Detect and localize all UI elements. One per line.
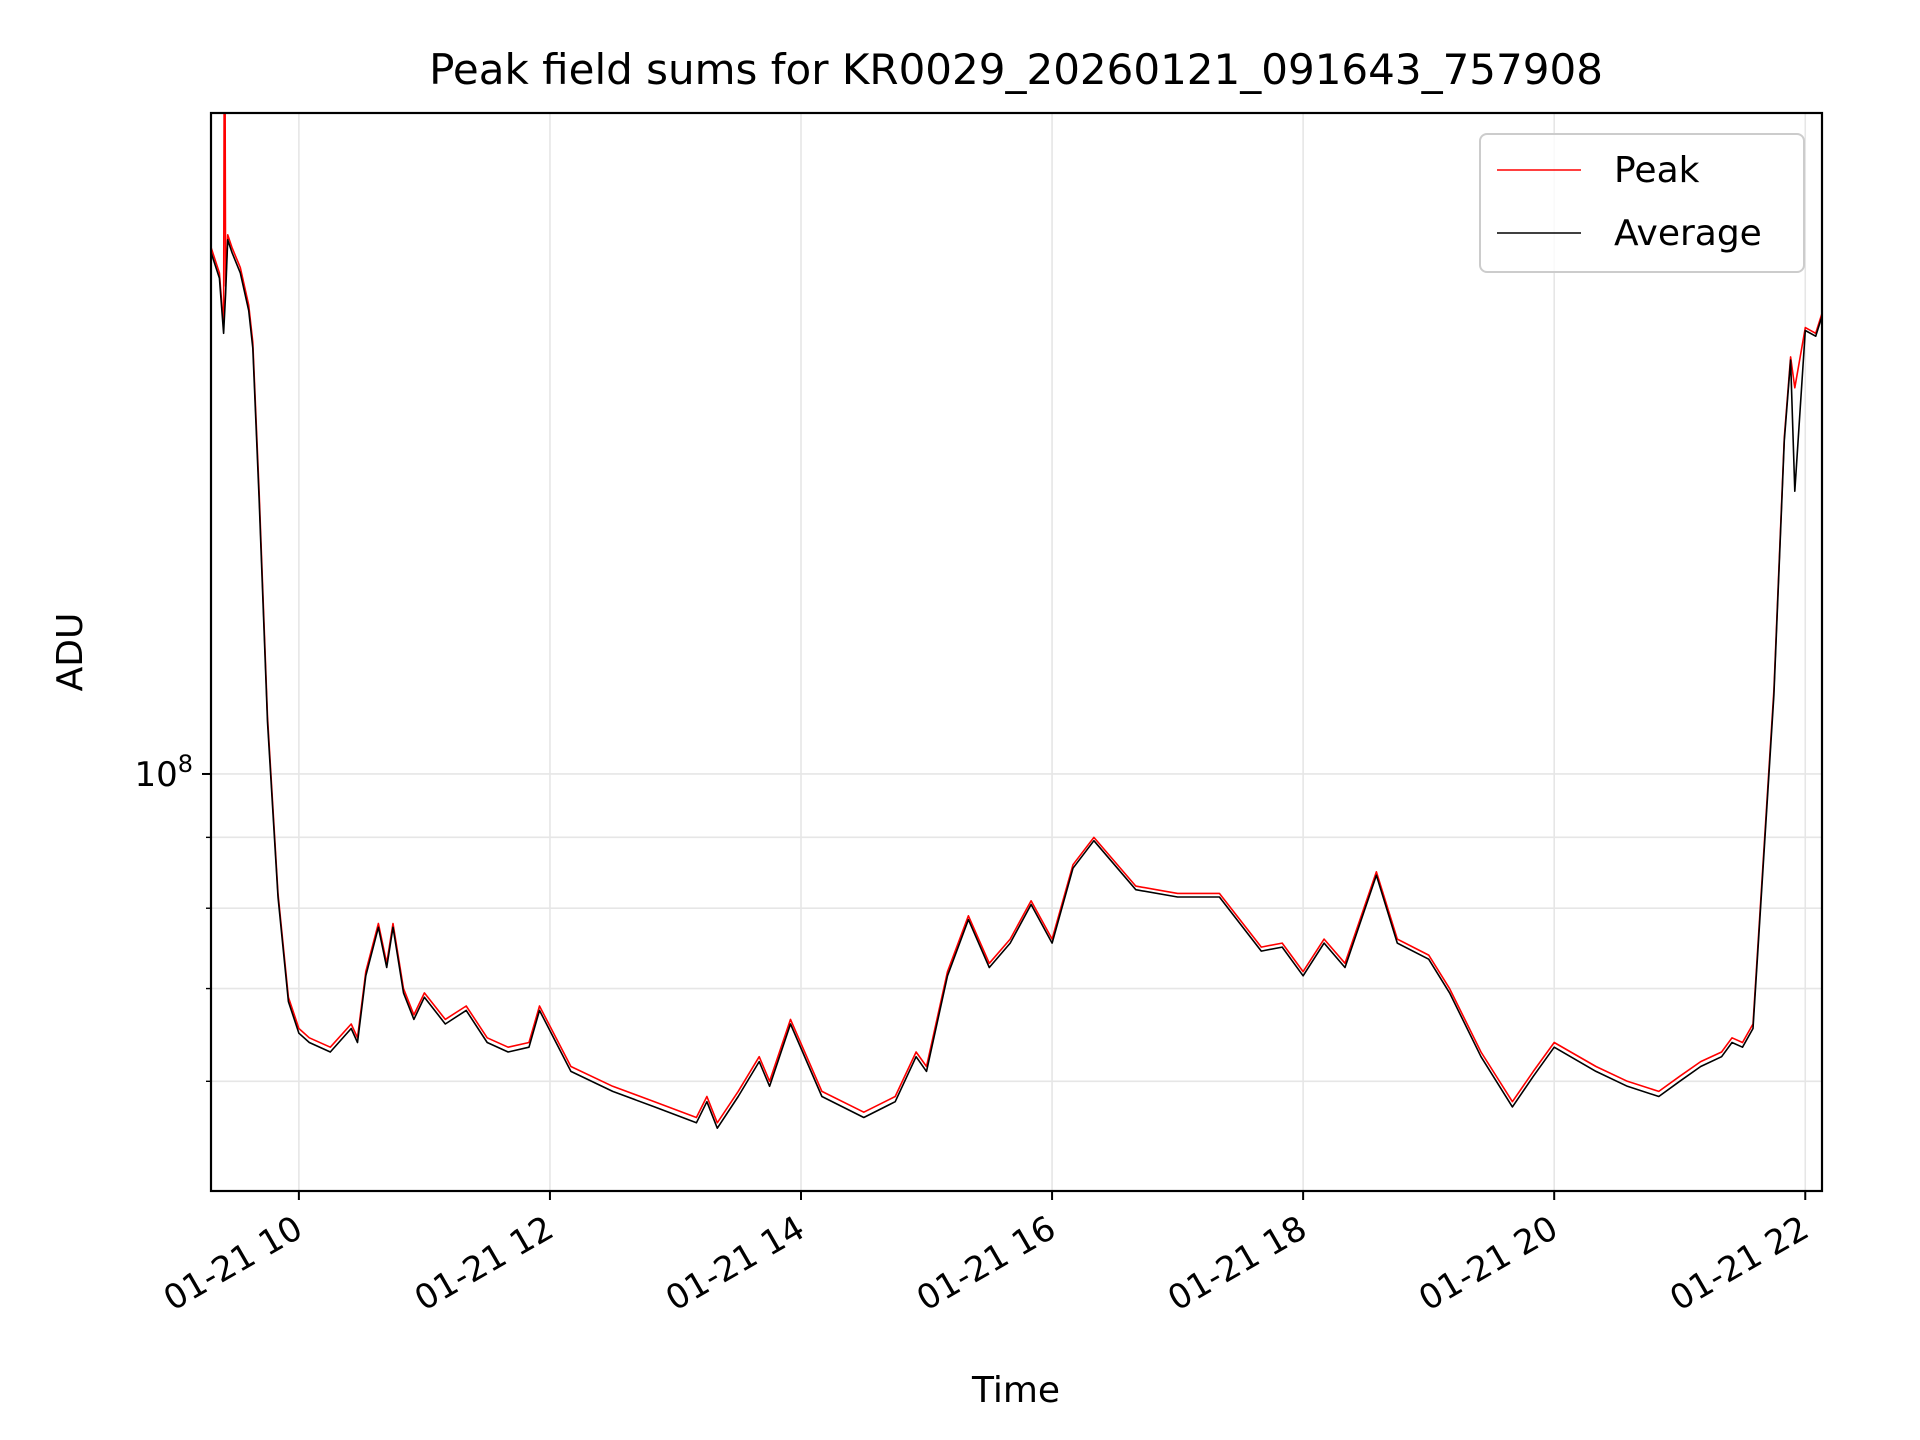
x-axis-label: Time: [971, 1370, 1060, 1411]
chart-title: Peak field sums for KR0029_20260121_0916…: [429, 45, 1603, 94]
series-lines: [211, 113, 1822, 1129]
series-line-average: [211, 239, 1822, 1129]
legend-box: [1479, 133, 1805, 273]
legend: Peak Average: [1479, 133, 1805, 273]
legend-label-average: Average: [1614, 213, 1762, 254]
y-axis-label: ADU: [50, 613, 91, 692]
y-tick-label: 108: [134, 750, 193, 795]
grid-lines: [211, 113, 1822, 1191]
y-axis-ticks: 108: [134, 750, 211, 1083]
legend-label-peak: Peak: [1614, 150, 1700, 191]
plot-area-frame: [209, 111, 1824, 1193]
series-line-peak: [211, 113, 1822, 1124]
